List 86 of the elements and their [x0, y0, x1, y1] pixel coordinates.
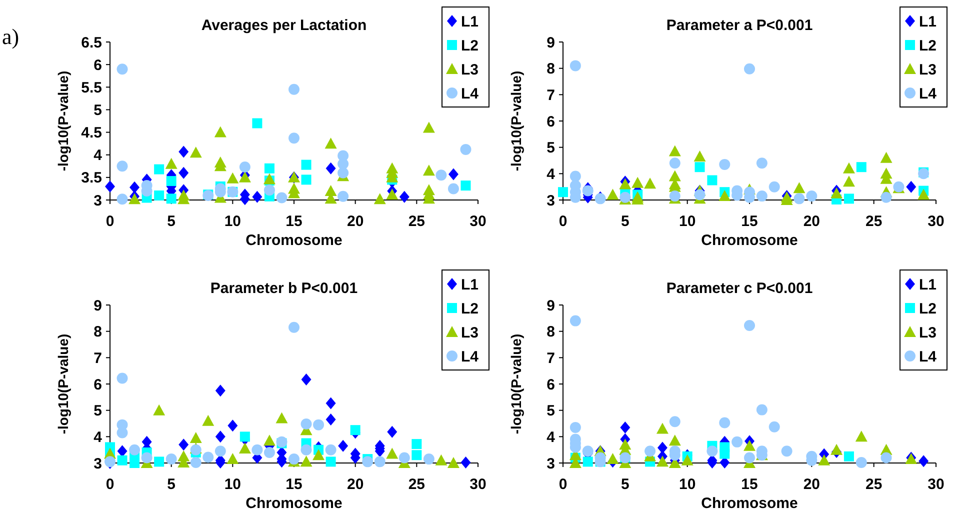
x-tick-label: 10 [224, 213, 242, 230]
y-tick-label: 5.5 [81, 79, 102, 96]
x-tick-label: 0 [558, 476, 568, 493]
y-tick-label: 9 [546, 34, 555, 52]
x-tick-label: 0 [106, 213, 114, 230]
y-tick-label: 3 [94, 455, 102, 472]
x-tick-label: 20 [803, 213, 820, 230]
x-axis-title: Chromosome [701, 232, 798, 249]
chart-title: Averages per Lactation [201, 17, 367, 34]
y-tick-label: 6.5 [81, 34, 102, 52]
legend-label: L4 [919, 85, 938, 102]
y-tick-label: 9 [546, 297, 555, 314]
y-axis-title: -log10(P-value) [508, 70, 524, 172]
y-tick-label: 6 [546, 376, 555, 394]
x-tick-label: 20 [346, 213, 364, 230]
legend-label: L4 [461, 85, 480, 102]
y-tick-label: 4 [94, 147, 103, 164]
x-tick-label: 10 [678, 213, 696, 230]
legend-label: L1 [461, 13, 479, 30]
x-tick-label: 15 [286, 213, 302, 230]
x-tick-label: 25 [865, 213, 882, 230]
y-tick-label: 8 [546, 60, 555, 78]
x-tick-label: 30 [928, 213, 944, 230]
y-tick-label: 7 [94, 350, 102, 367]
chart-title: Parameter b P<0.001 [210, 280, 358, 297]
x-tick-label: 30 [470, 213, 486, 230]
x-tick-label: 20 [346, 476, 364, 493]
y-tick-label: 3.5 [81, 170, 102, 187]
y-axis-title: -log10(P-value) [55, 70, 71, 172]
legend-label: L3 [919, 61, 937, 78]
legend-label: L1 [919, 13, 937, 30]
x-tick-label: 30 [928, 476, 944, 493]
legend-label: L2 [461, 37, 479, 54]
x-axis-title: Chromosome [246, 232, 342, 249]
y-tick-label: 6 [546, 113, 555, 130]
y-tick-label: 4 [546, 428, 556, 446]
chart-title: Parameter c P<0.001 [666, 280, 813, 297]
legend-label: L2 [461, 300, 479, 318]
x-tick-label: 25 [408, 213, 426, 230]
x-tick-label: 10 [678, 476, 696, 493]
legend-label: L3 [461, 324, 479, 342]
x-tick-label: 25 [865, 476, 882, 493]
text: a) [2, 24, 20, 49]
legend-label: L2 [919, 300, 937, 318]
y-tick-label: 4 [546, 166, 556, 183]
x-tick-label: 5 [620, 213, 630, 230]
y-tick-label: 6 [94, 56, 102, 74]
y-tick-label: 8 [546, 324, 555, 341]
y-tick-label: 3 [546, 192, 555, 210]
y-tick-label: 5 [94, 402, 102, 420]
x-tick-label: 10 [224, 476, 242, 493]
y-tick-label: 3 [546, 455, 555, 472]
x-axis-title: Chromosome [701, 495, 798, 512]
y-tick-label: 4 [94, 428, 103, 446]
x-tick-label: 5 [167, 476, 176, 493]
legend-label: L3 [919, 324, 937, 342]
legend-label: L2 [919, 37, 937, 54]
x-tick-label: 25 [408, 476, 426, 493]
x-tick-label: 15 [741, 476, 758, 493]
legend-label: L4 [919, 348, 938, 366]
y-axis-title: -log10(P-value) [508, 334, 524, 434]
y-tick-label: 6 [94, 376, 102, 394]
x-tick-label: 15 [741, 213, 758, 230]
legend-label: L4 [461, 348, 480, 366]
y-tick-label: 8 [94, 324, 102, 341]
legend-label: L1 [919, 276, 937, 294]
y-tick-label: 9 [94, 297, 102, 314]
y-tick-label: 5 [546, 140, 555, 157]
y-tick-label: 4.5 [81, 124, 102, 142]
y-tick-label: 5 [546, 402, 555, 420]
x-tick-label: 0 [106, 476, 114, 493]
x-tick-label: 15 [286, 476, 302, 493]
y-tick-label: 5 [94, 102, 102, 119]
y-axis-title: -log10(P-value) [55, 334, 71, 434]
legend-label: L1 [461, 276, 479, 294]
legend-label: L3 [461, 61, 479, 78]
x-axis-title: Chromosome [246, 495, 342, 512]
chart-title: Parameter a P<0.001 [666, 17, 813, 34]
x-tick-label: 5 [620, 476, 630, 493]
y-tick-label: 3 [94, 192, 102, 210]
x-tick-label: 5 [167, 213, 176, 230]
y-tick-label: 7 [546, 350, 555, 367]
x-tick-label: 30 [470, 476, 486, 493]
x-tick-label: 0 [558, 213, 568, 230]
y-tick-label: 7 [546, 86, 555, 104]
x-tick-label: 20 [803, 476, 820, 493]
